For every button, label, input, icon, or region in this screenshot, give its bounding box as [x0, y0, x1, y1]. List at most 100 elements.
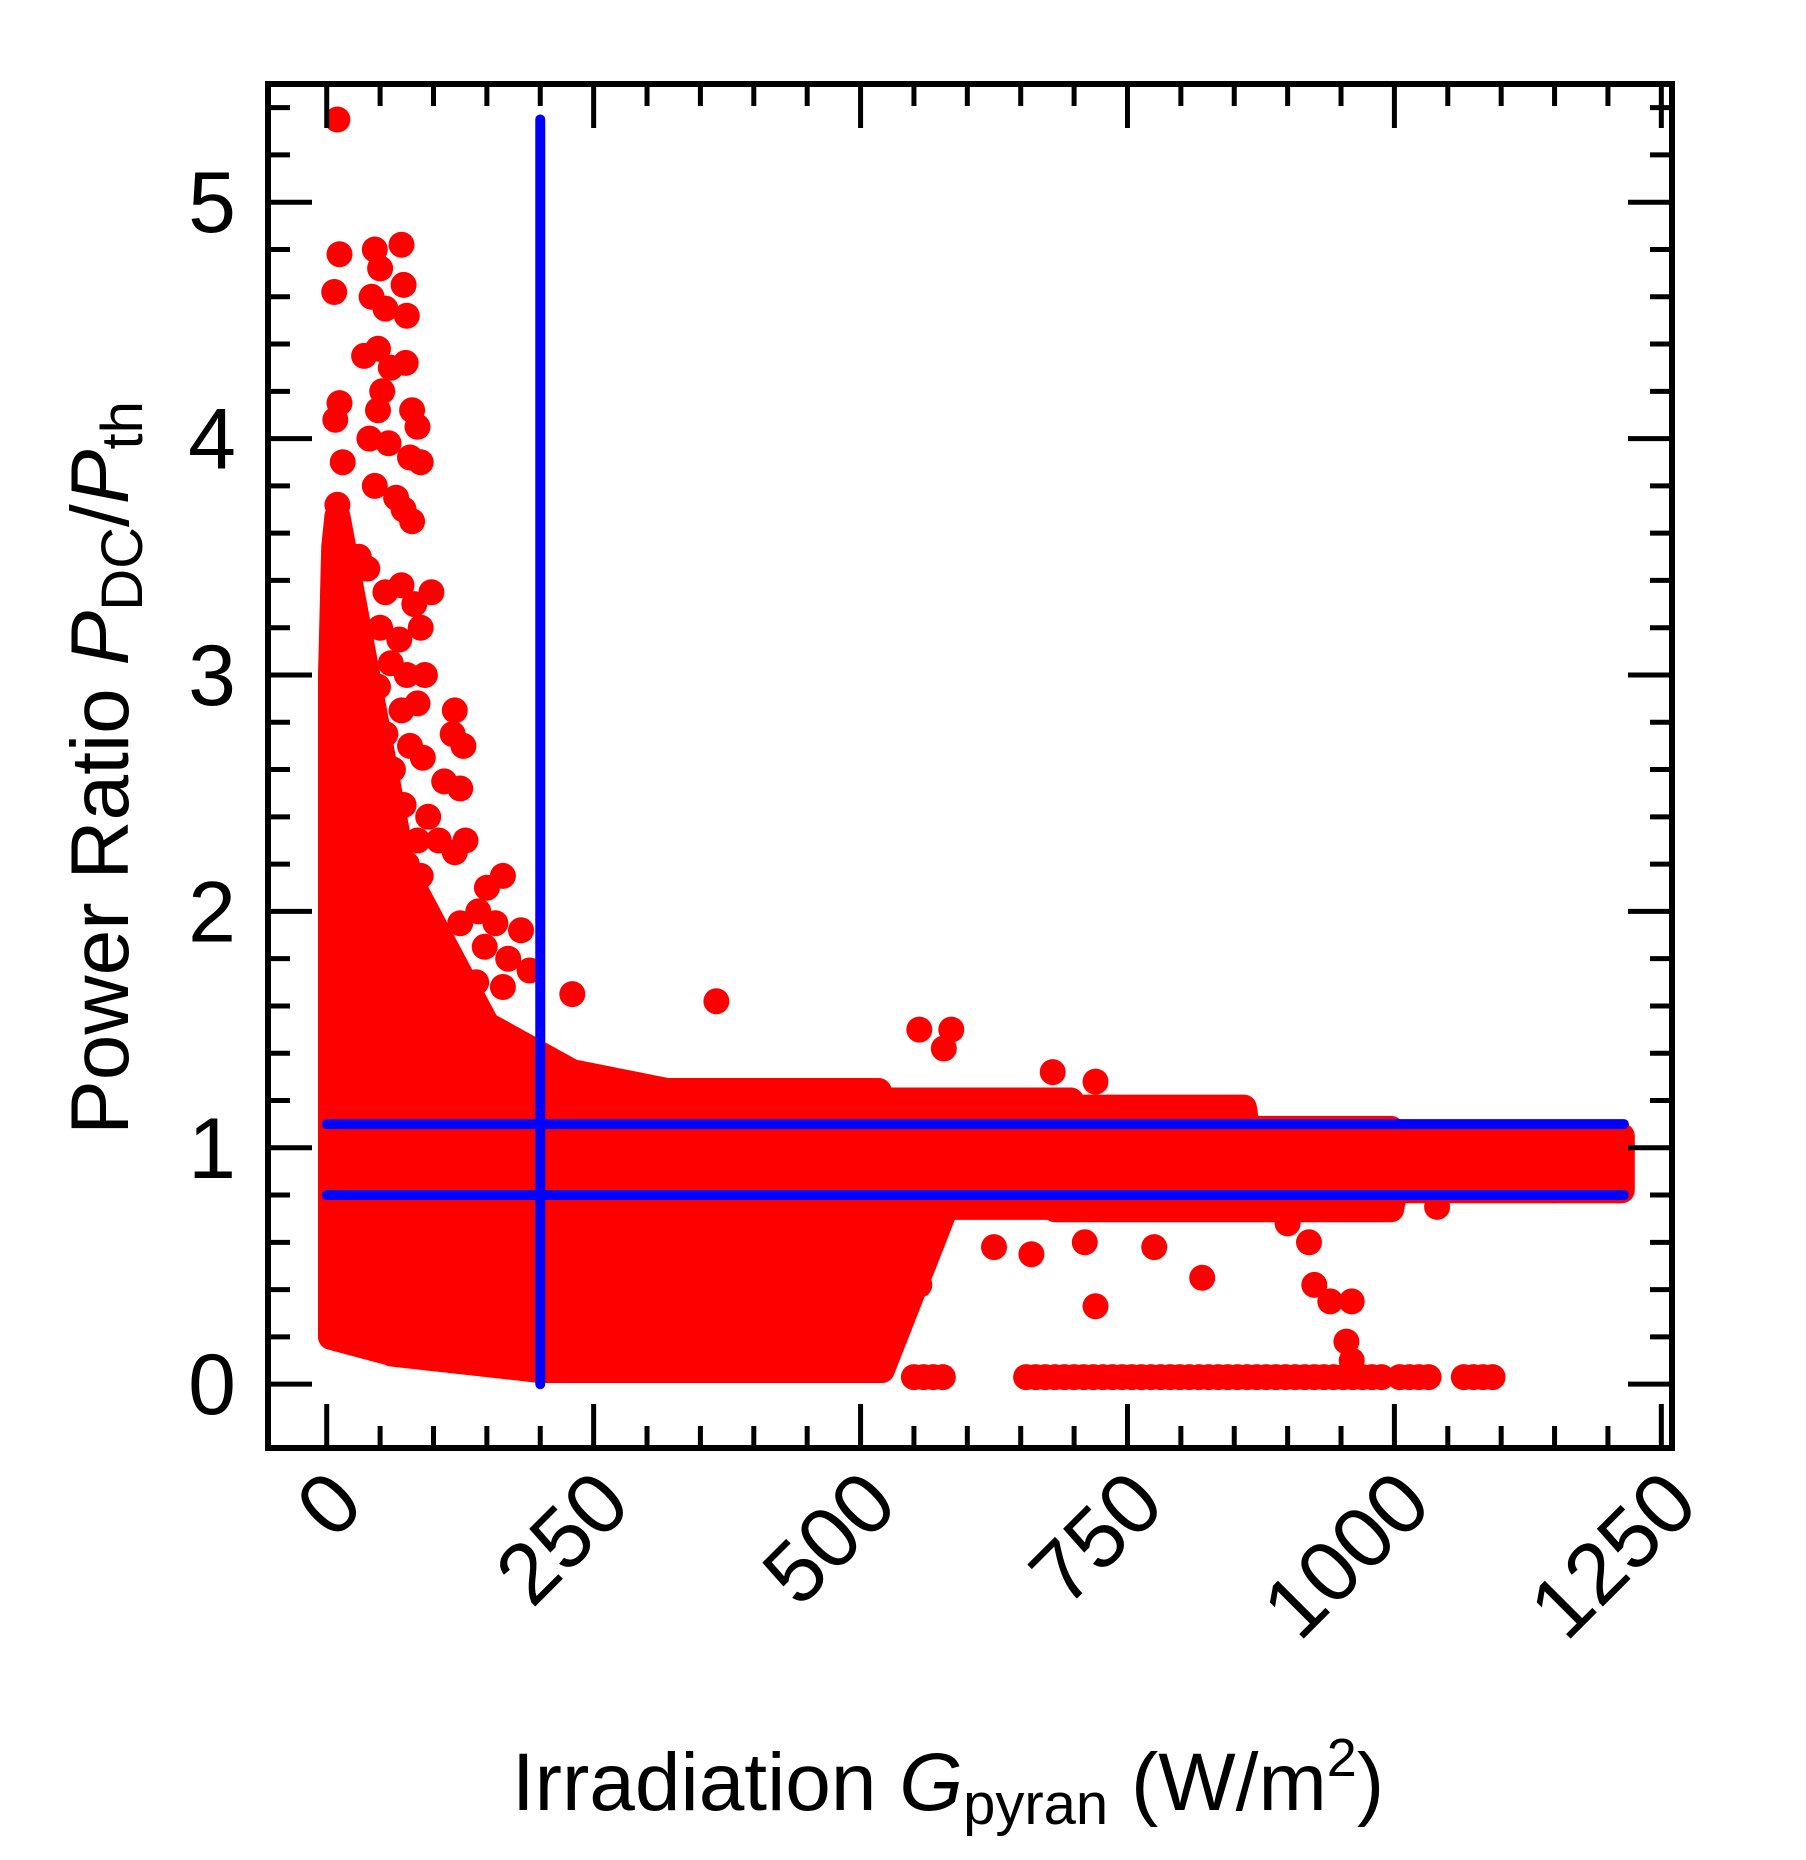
y-tick-label: 2 [188, 864, 236, 960]
data-point [404, 827, 431, 854]
data-point [418, 579, 445, 606]
data-point [329, 449, 356, 476]
data-point [703, 988, 730, 1015]
data-point [322, 406, 349, 433]
data-point [1509, 1134, 1536, 1161]
data-point [367, 780, 394, 807]
data-point [447, 775, 474, 802]
data-point [495, 945, 522, 972]
data-point [415, 803, 442, 830]
axis-ticks [268, 84, 1672, 1448]
data-point [367, 255, 394, 282]
y-axis-title-symbol2: P [55, 449, 146, 504]
data-point [1141, 1234, 1168, 1261]
y-axis-title-prefix: Power Ratio [55, 665, 146, 1134]
data-point [354, 555, 381, 582]
data-point [911, 1201, 938, 1227]
data-point [393, 302, 420, 329]
data-point [375, 430, 402, 457]
data-point [930, 1035, 957, 1062]
data-point [326, 520, 353, 547]
plot-frame [265, 81, 1675, 1451]
data-point [407, 862, 434, 889]
data-point [1189, 1264, 1216, 1291]
y-tick-label: 1 [188, 1101, 236, 1197]
data-point [450, 732, 477, 759]
data-point [399, 508, 426, 535]
y-tick-label: 4 [188, 392, 236, 488]
data-point [441, 697, 468, 724]
x-axis-title: Irradiation Gpyran (W/m2) [512, 1728, 1384, 1837]
x-axis-title-subscript: pyran [963, 1772, 1108, 1837]
data-point [1082, 1068, 1109, 1095]
data-point [1479, 1364, 1506, 1391]
data-point [489, 974, 516, 1000]
data-point [393, 662, 420, 688]
data-point [441, 839, 468, 866]
data-point [1338, 1288, 1365, 1315]
data-point [326, 241, 353, 268]
data-point [1039, 1059, 1066, 1086]
y-axis-title-slash: / [55, 504, 146, 527]
data-point [407, 614, 434, 641]
x-tick-label: 750 [1012, 1454, 1181, 1623]
data-point [388, 231, 415, 258]
x-axis-title-symbol: G [899, 1737, 963, 1828]
data-point [372, 721, 399, 748]
data-point [321, 279, 348, 305]
data-point [372, 295, 399, 322]
data-point [1424, 1193, 1451, 1220]
x-tick-label: 0 [278, 1454, 380, 1556]
data-point [324, 106, 351, 133]
y-axis-title: Power Ratio PDC/Pth [55, 401, 155, 1135]
data-point [447, 910, 474, 937]
data-point [559, 981, 586, 1008]
data-point [1071, 1229, 1098, 1256]
data-point [1578, 1139, 1605, 1166]
data-point [895, 1217, 922, 1244]
data-point [390, 792, 417, 818]
data-points [321, 106, 1605, 1391]
data-point [1415, 1364, 1442, 1391]
x-tick-label: 250 [478, 1454, 647, 1623]
data-point [906, 1016, 933, 1043]
data-point [404, 413, 431, 440]
data-point [981, 1234, 1007, 1261]
data-point [508, 917, 534, 944]
data-point [471, 933, 498, 960]
x-axis-title-superscript: 2 [1327, 1728, 1357, 1788]
data-point [386, 626, 413, 653]
x-tick-label: 1250 [1512, 1454, 1715, 1657]
data-point [361, 472, 388, 499]
data-point [388, 572, 415, 599]
data-point [1301, 1271, 1328, 1298]
data-point [463, 969, 490, 996]
data-point [1247, 1193, 1274, 1220]
data-point [404, 690, 431, 717]
data-point [1472, 1139, 1499, 1166]
data-point [1274, 1210, 1301, 1237]
data-point [365, 673, 391, 700]
data-point [367, 614, 394, 641]
x-axis-title-prefix: Irradiation [512, 1737, 899, 1828]
x-tick-label: 500 [745, 1454, 914, 1623]
data-point [489, 862, 516, 889]
reference-lines [321, 114, 1629, 1390]
y-axis-title-subscript1: DC [90, 527, 155, 611]
y-axis-title-symbol1: P [55, 610, 146, 665]
data-point [356, 756, 383, 783]
data-point [1368, 1364, 1395, 1391]
data-point [1296, 1229, 1322, 1256]
y-axis-title-subscript2: th [90, 401, 155, 449]
data-point [409, 744, 436, 771]
data-point [929, 1364, 956, 1391]
data-point [379, 756, 406, 783]
data-point [482, 910, 509, 937]
y-tick-label: 0 [188, 1337, 236, 1433]
x-axis-title-unit-open: (W/m [1108, 1737, 1327, 1828]
data-point [390, 271, 417, 298]
data-point [411, 662, 438, 688]
data-point [1317, 1288, 1344, 1315]
y-tick-label: 3 [188, 628, 236, 724]
